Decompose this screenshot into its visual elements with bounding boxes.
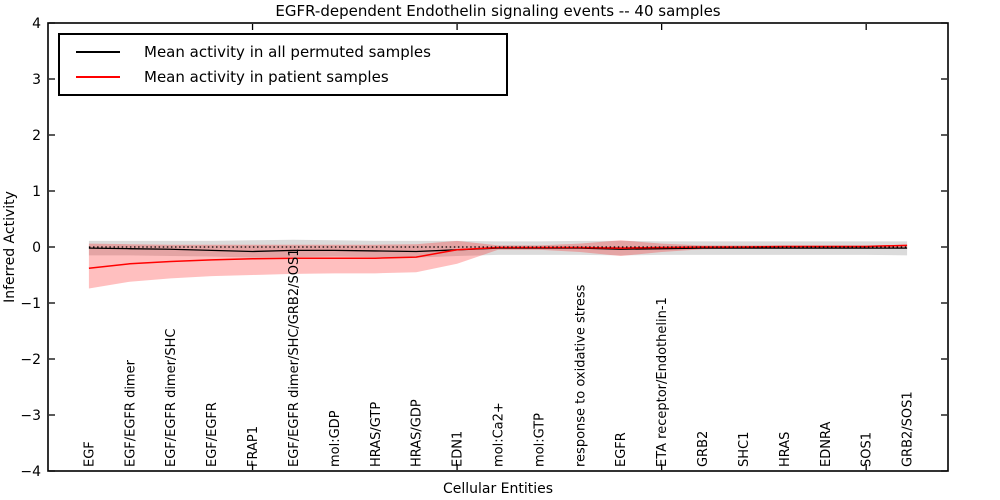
legend-label-patient: Mean activity in patient samples	[144, 68, 389, 87]
x-category-label: mol:GTP	[532, 413, 547, 467]
x-category-label: EGF	[82, 441, 97, 467]
x-category-label: mol:Ca2+	[492, 402, 507, 467]
y-tick-label: −3	[20, 408, 41, 424]
x-category-label: EGF/EGFR	[205, 402, 220, 467]
y-tick-label: 3	[32, 72, 41, 88]
legend: Mean activity in all permuted samples Me…	[58, 33, 508, 96]
y-tick-label: 0	[32, 240, 41, 256]
y-tick-label: 2	[32, 128, 41, 144]
legend-label-permuted: Mean activity in all permuted samples	[144, 42, 431, 61]
legend-item-permuted: Mean activity in all permuted samples	[60, 43, 506, 61]
x-category-label: HRAS	[778, 432, 793, 467]
x-category-label: EGFR	[614, 432, 629, 467]
x-category-label: FRAP1	[246, 426, 261, 467]
y-tick-label: 4	[32, 16, 41, 32]
x-category-label: SOS1	[860, 432, 875, 467]
x-category-label: GRB2/SOS1	[901, 391, 916, 467]
y-tick-label: −2	[20, 352, 41, 368]
x-category-label: EDNRA	[819, 422, 834, 467]
x-category-label: HRAS/GTP	[369, 402, 384, 467]
patient-band	[88, 240, 908, 289]
x-category-label: HRAS/GDP	[410, 399, 425, 467]
x-category-label: GRB2	[696, 431, 711, 467]
y-tick-label: −1	[20, 296, 41, 312]
permuted-line-sample	[76, 50, 120, 53]
x-axis-label: Cellular Entities	[442, 481, 554, 497]
x-category-label: EGF/EGFR dimer/SHC/GRB2/SOS1	[287, 248, 302, 467]
x-category-label: mol:GDP	[328, 410, 343, 467]
patient-line-sample	[76, 76, 120, 79]
x-category-label: EGF/EGFR dimer/SHC	[164, 329, 179, 467]
legend-item-patient: Mean activity in patient samples	[60, 68, 506, 86]
x-category-label: EGF/EGFR dimer	[123, 359, 138, 467]
chart-title: EGFR-dependent Endothelin signaling even…	[275, 2, 721, 20]
y-tick-label: 1	[32, 184, 41, 200]
x-category-label: response to oxidative stress	[573, 284, 588, 467]
x-category-label: EDN1	[451, 431, 466, 467]
x-category-label: SHC1	[737, 432, 752, 467]
x-category-label: ETA receptor/Endothelin-1	[655, 297, 670, 467]
axes-frame	[47, 22, 949, 472]
y-tick-label: −4	[20, 464, 41, 480]
